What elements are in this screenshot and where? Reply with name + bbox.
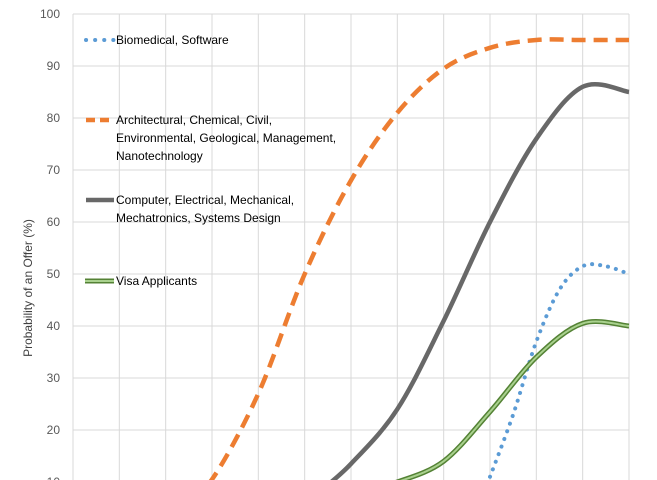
y-tick-label: 60 xyxy=(47,215,61,229)
series-line-1 xyxy=(488,262,631,479)
legend-entry-3[interactable]: Computer, Electrical, Mechanical, Mechatr… xyxy=(86,193,294,225)
y-tick-label: 30 xyxy=(47,371,61,385)
y-axis-ticks: 10 20 30 40 50 60 70 80 90 100 xyxy=(40,7,60,480)
legend-entry-1[interactable]: Biomedical, Software xyxy=(84,33,229,47)
gridlines xyxy=(72,13,630,480)
legend-label: Biomedical, Software xyxy=(116,33,229,47)
legend-entry-2[interactable]: Architectural, Chemical, Civil, Environme… xyxy=(86,113,336,163)
y-tick-label: 50 xyxy=(47,267,61,281)
y-tick-label: 40 xyxy=(47,319,61,333)
y-tick-label: 90 xyxy=(47,59,61,73)
legend-entry-4[interactable]: Visa Applicants xyxy=(85,274,197,288)
series-lines xyxy=(208,37,631,480)
y-tick-label: 80 xyxy=(47,111,61,125)
legend[interactable]: Biomedical, Software Architectural, Chemi… xyxy=(84,33,336,288)
y-tick-label: 70 xyxy=(47,163,61,177)
series-line-2 xyxy=(208,37,629,480)
series-line-4 xyxy=(399,320,630,480)
legend-label: Visa Applicants xyxy=(116,274,197,288)
series-line-3 xyxy=(330,81,630,480)
legend-label: Computer, Electrical, Mechanical, xyxy=(116,193,294,207)
legend-label: Environmental, Geological, Management, xyxy=(116,131,336,145)
series-line-4-outer xyxy=(395,319,630,480)
legend-label: Nanotechnology xyxy=(116,149,203,163)
y-tick-label: 10 xyxy=(47,475,61,480)
legend-label: Architectural, Chemical, Civil, xyxy=(116,113,272,127)
y-tick-label: 100 xyxy=(40,7,60,21)
y-axis-label: Probability of an Offer (%) xyxy=(21,219,35,357)
legend-label: Mechatronics, Systems Design xyxy=(116,211,281,225)
y-tick-label: 20 xyxy=(47,423,61,437)
